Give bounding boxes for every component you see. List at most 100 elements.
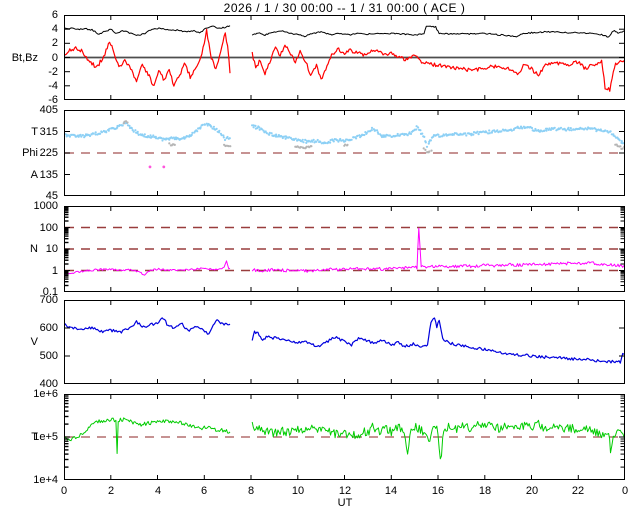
- phi-main-point: [258, 128, 261, 131]
- phi-main-point: [600, 129, 603, 132]
- phi-main-point: [441, 135, 444, 138]
- phi-main-point: [220, 134, 223, 137]
- x-tick-label: 16: [431, 485, 445, 497]
- phi-main-point: [408, 131, 411, 134]
- x-tick-label: 4: [154, 485, 162, 497]
- phi-main-point: [532, 129, 536, 132]
- panel-frame: [64, 15, 625, 100]
- phi-main-point: [335, 139, 339, 142]
- phi-main-point: [604, 129, 607, 132]
- phi-main-point: [279, 134, 283, 138]
- phi-flagged-point: [621, 147, 624, 150]
- phi-main-point: [137, 133, 140, 136]
- phi-main-point: [413, 128, 416, 131]
- phi-main-point: [134, 129, 137, 132]
- phi-main-point: [222, 136, 225, 139]
- phi-main-point: [168, 138, 171, 141]
- phi-flagged-point: [346, 143, 349, 146]
- panel-unit-label-t: T: [31, 431, 38, 443]
- phi-main-point: [482, 130, 485, 133]
- phi-main-point: [260, 128, 264, 131]
- phi-main-point: [488, 129, 491, 132]
- phi-main-point: [304, 138, 307, 141]
- panel-v: [64, 300, 625, 384]
- y-tick-label-v: 600: [39, 322, 58, 334]
- phi-main-point: [143, 133, 146, 136]
- phi-main-point: [485, 131, 488, 134]
- phi-main-point: [546, 127, 549, 130]
- panel-frame: [64, 300, 625, 384]
- phi-main-point: [118, 124, 121, 127]
- panel-phi: [64, 110, 625, 196]
- phi-main-point: [356, 134, 359, 137]
- phi-main-point: [618, 139, 621, 142]
- phi-flagged-point: [227, 145, 230, 148]
- bz-line: [251, 44, 625, 92]
- x-tick-label: 14: [384, 485, 398, 497]
- phi-main-point: [395, 134, 398, 137]
- phi-main-point: [521, 127, 524, 130]
- phi-main-point: [380, 135, 384, 139]
- phi-main-point: [107, 129, 110, 132]
- phi-main-point: [252, 126, 255, 129]
- x-tick-label: 2: [107, 485, 115, 497]
- phi-main-point: [254, 124, 257, 127]
- phi-main-point: [425, 145, 429, 148]
- phi-flagged-point: [619, 145, 622, 148]
- phi-main-point: [488, 132, 491, 135]
- phi-main-point: [586, 128, 589, 131]
- phi-main-point: [355, 137, 358, 140]
- phi-main-point: [116, 124, 119, 128]
- phi-main-point: [196, 130, 199, 133]
- y-tick-label-t: 1e+6: [33, 388, 58, 400]
- phi-main-point: [256, 127, 259, 130]
- phi-main-point: [316, 138, 319, 142]
- phi-main-point: [92, 132, 95, 135]
- t-temp-line: [64, 417, 231, 454]
- phi-main-point: [150, 135, 153, 139]
- y-tick-label-bt-bz: -4: [48, 80, 58, 92]
- phi-flagged-point: [173, 143, 176, 146]
- phi-main-point: [490, 131, 493, 134]
- v-speed-line: [251, 317, 625, 364]
- phi-main-point: [173, 138, 176, 141]
- phi-main-point: [569, 127, 572, 130]
- phi-main-point: [409, 132, 413, 135]
- phi-main-point: [365, 131, 368, 135]
- phi-main-point: [105, 131, 108, 134]
- phi-flagged-point: [124, 120, 128, 123]
- y-tick-label-v: 500: [39, 350, 58, 362]
- phi-main-point: [199, 126, 202, 129]
- phi-main-point: [315, 140, 318, 143]
- phi-main-point: [311, 140, 314, 143]
- phi-main-point: [258, 126, 261, 129]
- phi-main-point: [559, 126, 563, 129]
- phi-main-point: [205, 122, 208, 125]
- phi-main-point: [406, 134, 409, 137]
- y-tick-label-bt-bz: 0: [51, 52, 58, 64]
- y-tick-label-phi: 135: [39, 169, 58, 181]
- phi-main-point: [277, 135, 281, 138]
- phi-main-point: [419, 129, 422, 132]
- phi-main-point: [80, 135, 83, 138]
- x-tick-label: 12: [338, 485, 352, 497]
- phi-main-point: [367, 130, 370, 133]
- phi-main-point: [108, 127, 111, 130]
- x-tick-label: 18: [478, 485, 492, 497]
- phi-main-point: [388, 134, 391, 137]
- phi-main-point: [477, 133, 480, 136]
- x-axis-label: UT: [337, 497, 353, 509]
- phi-main-point: [510, 129, 513, 132]
- x-tick-label: 6: [200, 485, 208, 497]
- panel-unit-label-phi: A: [30, 169, 38, 181]
- panel-n: [64, 206, 625, 292]
- phi-main-point: [452, 133, 455, 136]
- phi-main-point: [429, 139, 432, 142]
- phi-main-point: [68, 135, 71, 138]
- phi-main-point: [136, 130, 139, 133]
- y-tick-label-n: 1000: [33, 200, 58, 212]
- phi-main-point: [339, 137, 342, 141]
- y-tick-label-n: 0.1: [42, 286, 58, 298]
- phi-main-point: [212, 125, 215, 128]
- panel-n-canvas: [64, 206, 625, 292]
